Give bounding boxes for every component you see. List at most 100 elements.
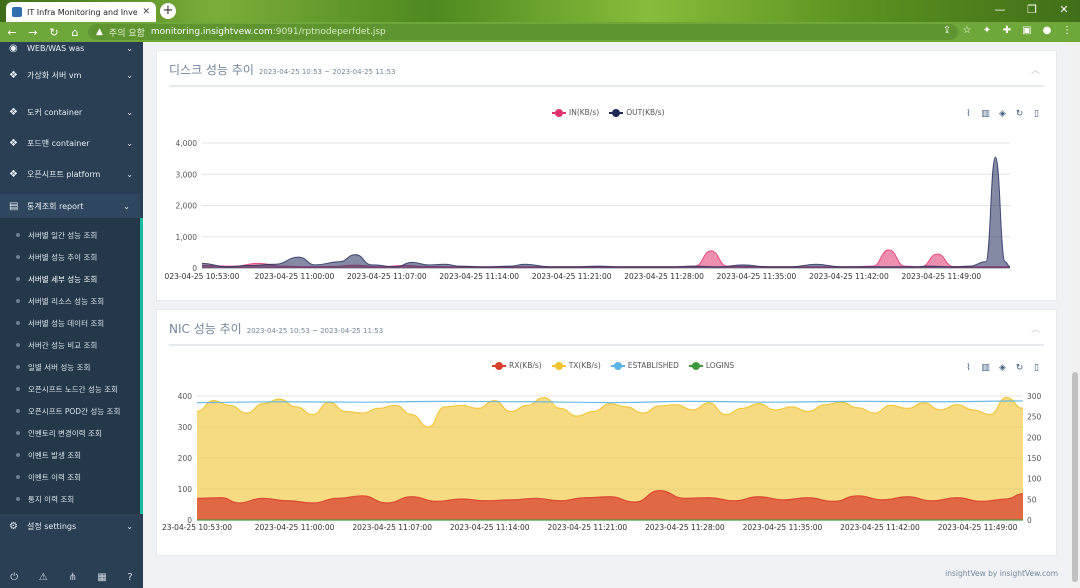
sidebar-item-label: 통계조회 report bbox=[27, 201, 84, 211]
collapse-icon[interactable]: ︿ bbox=[1030, 325, 1040, 335]
x-tick-label: 2023-04-25 11:00:00 bbox=[255, 523, 335, 532]
chevron-down-icon: ⌄ bbox=[126, 138, 133, 148]
sidebar-footer: ⏻ ⚠ ⋔ ▦ ? bbox=[0, 566, 143, 588]
panel-title: NIC 성능 추이 bbox=[169, 322, 242, 336]
report-item[interactable]: 일별 서버 성능 조회 bbox=[0, 362, 140, 373]
series-area bbox=[197, 490, 1023, 520]
insecure-warning-label: 주의 요함 bbox=[108, 28, 145, 39]
chevron-down-icon: ⌄ bbox=[126, 169, 133, 179]
y-tick-label: 1,000 bbox=[176, 233, 198, 242]
legend-item[interactable]: IN(KB/s) bbox=[552, 108, 599, 117]
reload-icon[interactable]: ↻ bbox=[49, 25, 59, 39]
legend-item[interactable]: OUT(KB/s) bbox=[609, 108, 665, 117]
report-item[interactable]: 서버간 성능 비교 조회 bbox=[0, 340, 140, 351]
maximize-button[interactable]: ❐ bbox=[1027, 3, 1037, 16]
chevron-down-icon: ⌄ bbox=[126, 71, 133, 80]
browser-theme-background bbox=[0, 0, 1080, 22]
y-tick-label-right: 150 bbox=[1027, 454, 1042, 463]
page-scrollbar[interactable] bbox=[1070, 42, 1080, 588]
help-icon[interactable]: ? bbox=[127, 571, 133, 583]
legend-marker bbox=[609, 108, 624, 117]
nic-chart: 400300200100030025020015010050023-04-25 … bbox=[162, 392, 1042, 532]
forward-arrow-icon[interactable]: → bbox=[28, 25, 38, 39]
x-tick-label: 2023-04-25 11:07:00 bbox=[347, 272, 427, 281]
gears-icon: ⚙ bbox=[9, 520, 18, 532]
new-tab-button[interactable]: + bbox=[160, 3, 176, 19]
panel-title: 디스크 성능 추이 bbox=[169, 63, 254, 77]
share-icon[interactable]: ⇪ bbox=[942, 25, 952, 36]
stack-icon[interactable]: ◈ bbox=[999, 363, 1006, 373]
globe-icon: ◉ bbox=[9, 42, 18, 54]
x-tick-label: 2023-04-25 11:35:00 bbox=[743, 523, 823, 532]
browser-toolbar: ⇪ ☆ ✦ ✚ ▣ ● ⋮ bbox=[940, 24, 1074, 38]
report-item[interactable]: 인벤토리 변경이력 조회 bbox=[0, 428, 140, 439]
legend-item[interactable]: LOGINS bbox=[688, 361, 735, 370]
refresh-icon[interactable]: ↻ bbox=[1015, 363, 1024, 373]
browser-menu-icon[interactable]: ⋮ bbox=[1062, 25, 1072, 36]
panel-header: NIC 성능 추이 2023-04-25 10:53 ~ 2023-04-25 … bbox=[169, 320, 1044, 346]
report-item[interactable]: 서버별 리소스 성능 조회 bbox=[0, 296, 140, 307]
sidebar-item-was[interactable]: ◉ WEB/WAS was ⌄ bbox=[0, 42, 143, 54]
y-tick-label-right: 0 bbox=[1027, 516, 1032, 525]
tab-close-icon[interactable]: ✕ bbox=[142, 7, 150, 17]
report-item[interactable]: 이벤트 이력 조회 bbox=[0, 472, 140, 483]
sidebar-item-report[interactable]: ▤ 통계조회 report ⌄ bbox=[0, 194, 140, 218]
browser-tab[interactable]: IT Infra Monitoring and Inventory ✕ bbox=[6, 2, 156, 22]
grid-icon[interactable]: ▦ bbox=[97, 571, 107, 583]
series-area bbox=[197, 397, 1023, 520]
legend-item[interactable]: ESTABLISHED bbox=[610, 361, 679, 370]
legend-label: ESTABLISHED bbox=[627, 361, 679, 370]
back-arrow-icon[interactable]: ← bbox=[7, 25, 17, 39]
chevron-down-icon: ⌄ bbox=[126, 107, 133, 117]
line-chart-icon[interactable]: ⌇ bbox=[966, 109, 971, 119]
chart-toolbox: ⌇ ▥ ◈ ↻ ▯ bbox=[963, 363, 1042, 374]
x-tick-label: 2023-04-25 11:42:00 bbox=[809, 272, 889, 281]
sidebar-item-docker[interactable]: ❖ 도커 container ⌄ bbox=[0, 104, 143, 120]
legend-item[interactable]: TX(KB/s) bbox=[551, 361, 601, 370]
url-path: :9091/rptnodeperfdet.jsp bbox=[272, 27, 386, 37]
extension-icon[interactable]: ✦ bbox=[982, 25, 992, 36]
topology-icon[interactable]: ⋔ bbox=[68, 571, 77, 583]
bar-chart-icon[interactable]: ▥ bbox=[981, 363, 990, 373]
profile-avatar[interactable]: ● bbox=[1042, 25, 1052, 36]
home-icon[interactable]: ⌂ bbox=[71, 25, 79, 39]
report-item[interactable]: 서버별 성능 추이 조회 bbox=[0, 252, 140, 263]
omnibox[interactable]: ▲ 주의 요함 monitoring.insightvew.com:9091/r… bbox=[88, 24, 958, 40]
report-item[interactable]: 서버별 일간 성능 조회 bbox=[0, 230, 140, 241]
legend-label: TX(KB/s) bbox=[568, 361, 601, 370]
sidepanel-icon[interactable]: ▣ bbox=[1022, 25, 1032, 36]
alert-icon[interactable]: ⚠ bbox=[38, 571, 48, 583]
scrollbar-thumb[interactable] bbox=[1072, 372, 1078, 582]
y-tick-label-left: 200 bbox=[178, 454, 193, 463]
line-chart-icon[interactable]: ⌇ bbox=[966, 363, 971, 373]
bar-chart-icon[interactable]: ▥ bbox=[981, 109, 990, 119]
report-item[interactable]: 오픈시프트 POD간 성능 조회 bbox=[0, 406, 140, 417]
report-item[interactable]: 통지 이력 조회 bbox=[0, 494, 140, 505]
bookmark-star-icon[interactable]: ☆ bbox=[962, 25, 972, 36]
report-item-active[interactable]: 서버별 세부 성능 조회 bbox=[0, 274, 140, 285]
save-image-icon[interactable]: ▯ bbox=[1034, 109, 1039, 119]
series-line bbox=[196, 489, 1024, 504]
url-text: monitoring.insightvew.com:9091/rptnodepe… bbox=[151, 27, 386, 37]
sidebar-item-podman[interactable]: ❖ 포드맨 container ⌄ bbox=[0, 135, 143, 151]
power-icon[interactable]: ⏻ bbox=[10, 571, 19, 583]
collapse-icon[interactable]: ︿ bbox=[1030, 66, 1040, 76]
refresh-icon[interactable]: ↻ bbox=[1015, 109, 1024, 119]
sidebar-item-vm[interactable]: ❖ 가상화 서버 vm ⌄ bbox=[0, 70, 143, 81]
legend-marker bbox=[492, 361, 506, 370]
report-item[interactable]: 오픈시프트 노드간 성능 조회 bbox=[0, 384, 140, 395]
close-window-button[interactable]: ✕ bbox=[1059, 3, 1069, 16]
legend-label: LOGINS bbox=[705, 361, 735, 370]
save-image-icon[interactable]: ▯ bbox=[1034, 363, 1039, 373]
y-tick-label-left: 100 bbox=[178, 485, 193, 494]
sidebar-item-openshift[interactable]: ❖ 오픈시프트 platform ⌄ bbox=[0, 166, 143, 182]
stack-icon[interactable]: ◈ bbox=[999, 109, 1006, 119]
report-item[interactable]: 서버별 성능 데이터 조회 bbox=[0, 318, 140, 329]
chevron-down-icon: ⌄ bbox=[126, 43, 133, 53]
sidebar-item-settings[interactable]: ⚙ 설정 settings ⌄ bbox=[0, 518, 143, 534]
x-tick-label: 2023-04-25 11:49:00 bbox=[938, 523, 1018, 532]
report-item[interactable]: 이벤트 발생 조회 bbox=[0, 450, 140, 461]
puzzle-icon[interactable]: ✚ bbox=[1002, 25, 1012, 36]
minimize-button[interactable]: — bbox=[994, 3, 1006, 16]
legend-item[interactable]: RX(KB/s) bbox=[492, 361, 542, 370]
